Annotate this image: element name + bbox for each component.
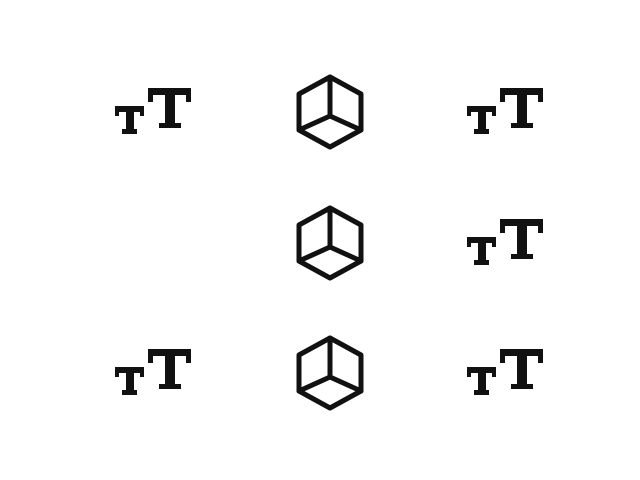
- text-size-icon[interactable]: [113, 82, 193, 142]
- text-size-icon[interactable]: [113, 343, 193, 403]
- grid-cell: [110, 69, 196, 155]
- grid-cell: [462, 200, 548, 286]
- cube-icon[interactable]: [294, 334, 366, 412]
- grid-cell: [287, 330, 373, 416]
- grid-cell: [462, 69, 548, 155]
- text-size-icon[interactable]: [465, 343, 545, 403]
- cube-icon[interactable]: [294, 204, 366, 282]
- text-size-icon[interactable]: [465, 82, 545, 142]
- grid-cell: [462, 330, 548, 416]
- grid-cell: [287, 69, 373, 155]
- grid-cell: [287, 200, 373, 286]
- text-size-icon[interactable]: [465, 213, 545, 273]
- grid-cell: [110, 330, 196, 416]
- cube-icon[interactable]: [294, 73, 366, 151]
